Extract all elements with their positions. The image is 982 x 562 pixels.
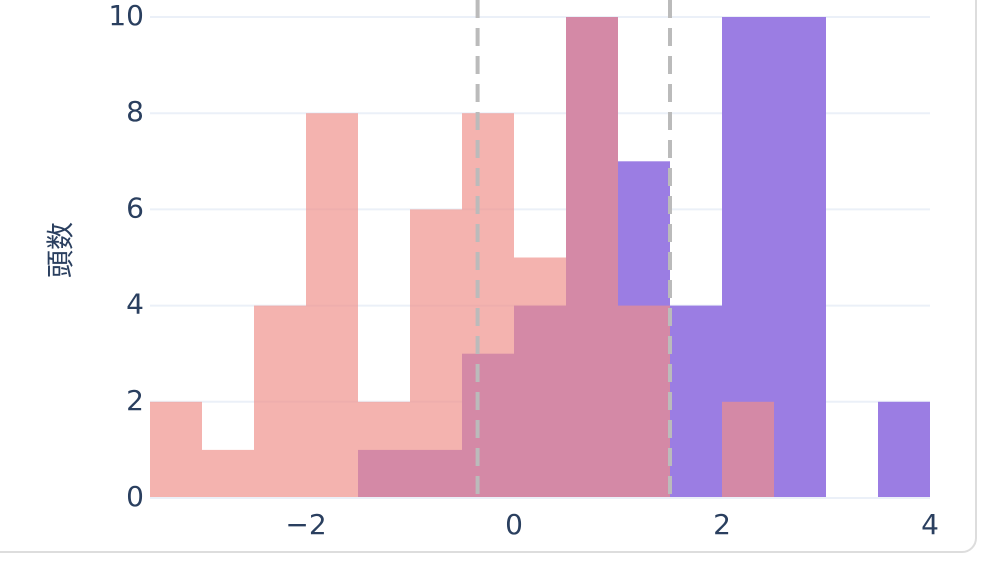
bar bbox=[150, 401, 202, 498]
y-tick-label: 2 bbox=[126, 384, 144, 417]
bar bbox=[566, 17, 618, 498]
y-tick-label: 0 bbox=[126, 480, 144, 513]
y-tick-label: 4 bbox=[126, 288, 144, 321]
bar bbox=[410, 209, 462, 498]
card-border bbox=[0, 0, 977, 553]
bar bbox=[774, 17, 826, 498]
bar bbox=[878, 401, 930, 498]
bar bbox=[618, 305, 670, 498]
x-tick-label: 0 bbox=[505, 508, 523, 541]
bar bbox=[358, 401, 410, 498]
bar bbox=[202, 449, 254, 498]
bar bbox=[462, 113, 514, 498]
y-tick-label: 6 bbox=[126, 191, 144, 224]
y-tick-label: 8 bbox=[126, 95, 144, 128]
x-tick-label: −2 bbox=[285, 508, 326, 541]
bar bbox=[670, 305, 722, 498]
bar bbox=[306, 113, 358, 498]
bar bbox=[254, 305, 306, 498]
x-tick-label: 4 bbox=[921, 508, 939, 541]
bar bbox=[514, 257, 566, 498]
y-tick-label: 10 bbox=[108, 0, 144, 32]
x-tick-label: 2 bbox=[713, 508, 731, 541]
y-axis-label: 頭数 bbox=[44, 222, 77, 278]
bar bbox=[722, 401, 774, 498]
